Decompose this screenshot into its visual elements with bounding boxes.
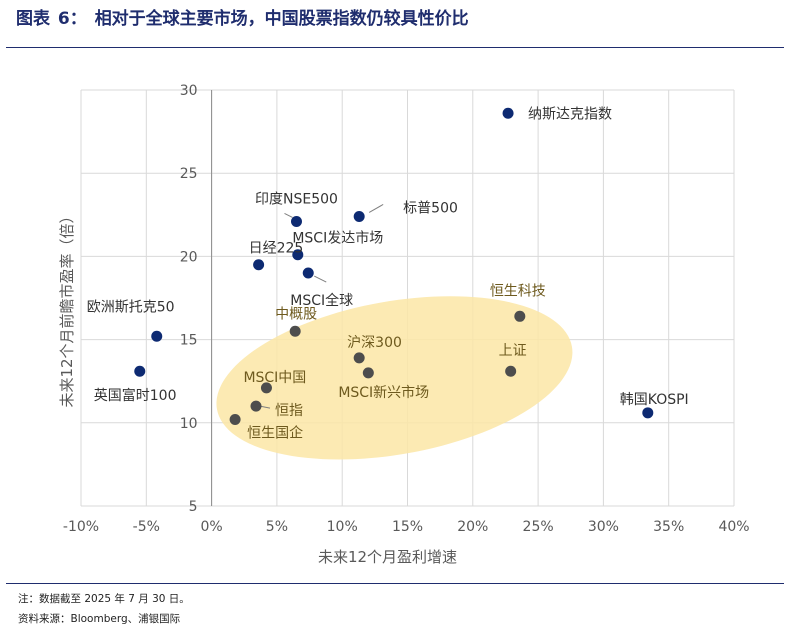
footnote-source: 资料来源：Bloomberg、浦银国际 xyxy=(18,613,181,625)
leader-line xyxy=(284,213,293,218)
x-axis-title: 未来12个月盈利增速 xyxy=(318,548,457,566)
figure-title: 图表 6： 相对于全球主要市场，中国股票指数仍较具性价比 xyxy=(16,4,469,29)
y-tick-label: 10 xyxy=(180,416,198,432)
point-label: 上证 xyxy=(499,343,527,359)
x-tick-label: 30% xyxy=(588,519,619,535)
point-label: 恒生国企 xyxy=(247,424,303,441)
footnote-divider xyxy=(6,583,784,584)
data-point xyxy=(505,365,517,377)
x-tick-label: 35% xyxy=(653,519,684,535)
title-divider xyxy=(6,47,784,48)
point-label: MSCI全球 xyxy=(290,292,353,309)
data-point xyxy=(151,330,163,342)
data-point xyxy=(353,210,365,222)
point-label: 沪深300 xyxy=(347,335,402,351)
x-tick-label: 0% xyxy=(200,519,222,535)
data-point xyxy=(229,413,241,425)
point-label: 韩国KOSPI xyxy=(620,392,689,408)
point-label: 中概股 xyxy=(275,306,317,322)
leader-line xyxy=(314,275,327,283)
data-point xyxy=(292,249,304,261)
data-point xyxy=(642,407,654,419)
point-label: MSCI发达市场 xyxy=(292,230,383,247)
x-tick-label: 20% xyxy=(457,519,488,535)
y-tick-label: 20 xyxy=(180,249,198,265)
data-point xyxy=(290,215,302,227)
point-label: 纳斯达克指数 xyxy=(528,106,612,122)
footnote-note: 注：数据截至 2025 年 7 月 30 日。 xyxy=(18,593,190,605)
figure-number: 6： xyxy=(57,9,87,29)
data-point xyxy=(302,267,314,279)
x-tick-label: 25% xyxy=(523,519,554,535)
point-label: MSCI中国 xyxy=(243,370,306,386)
y-tick-label: 25 xyxy=(180,166,198,182)
data-point xyxy=(260,382,272,394)
data-point xyxy=(502,107,514,119)
figure-label: 图表 xyxy=(16,9,50,29)
x-tick-label: -10% xyxy=(63,519,99,535)
leader-line xyxy=(259,405,271,409)
x-tick-label: 15% xyxy=(392,519,423,535)
x-tick-label: 10% xyxy=(327,519,358,535)
data-point xyxy=(514,310,526,322)
point-label: 恒指 xyxy=(275,403,303,419)
y-axis-title: 未来12个月前瞻市盈率（倍） xyxy=(58,208,76,407)
data-point xyxy=(250,400,262,412)
x-tick-label: -5% xyxy=(133,519,160,535)
data-point xyxy=(134,365,146,377)
x-tick-label: 5% xyxy=(266,519,288,535)
data-point xyxy=(353,352,365,364)
data-point xyxy=(253,259,265,271)
point-label: 英国富时100 xyxy=(94,387,177,404)
leader-line xyxy=(368,204,384,213)
y-tick-label: 30 xyxy=(180,83,198,99)
point-label: 恒生科技 xyxy=(490,283,546,299)
y-tick-label: 5 xyxy=(189,499,198,515)
china-highlight-ellipse xyxy=(216,296,573,460)
scatter-chart: -10% -5% 0% 5% 10% 15% 20% 25% 30% 35% 40% 5 10 15 20 2… xyxy=(58,83,750,566)
point-label: 印度NSE500 xyxy=(255,191,338,207)
figure-title-text: 相对于全球主要市场，中国股票指数仍较具性价比 xyxy=(94,9,469,29)
point-label: 日经225 xyxy=(249,241,304,257)
data-point xyxy=(289,325,301,337)
point-label: 欧洲斯托克50 xyxy=(87,299,175,315)
point-label: 标普500 xyxy=(403,200,458,216)
data-point xyxy=(362,367,374,379)
point-label: MSCI新兴市场 xyxy=(338,384,429,401)
y-tick-label: 15 xyxy=(180,333,198,349)
x-tick-label: 40% xyxy=(718,519,749,535)
